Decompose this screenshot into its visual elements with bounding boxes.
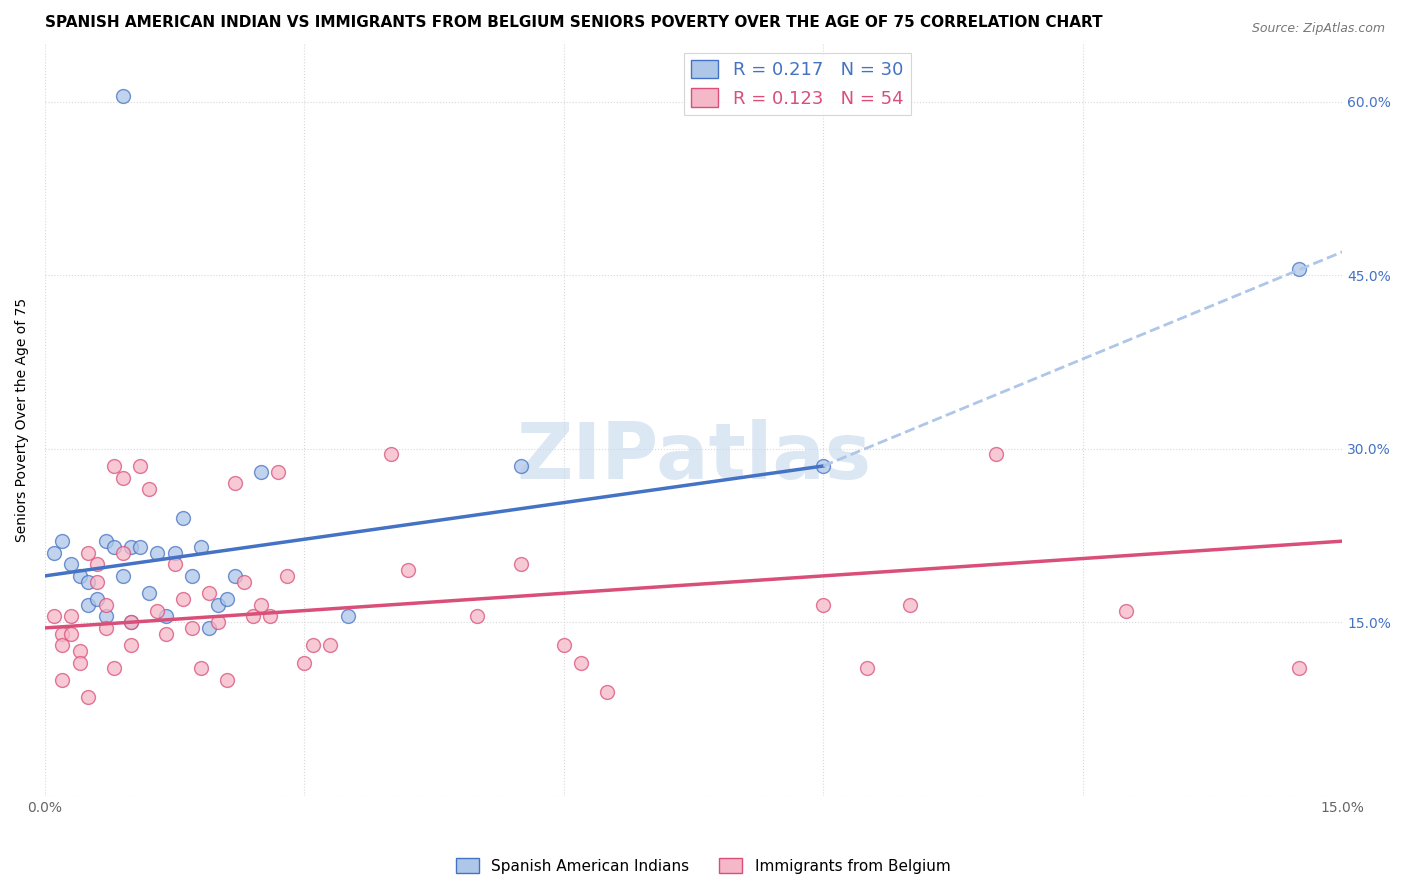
Point [69,656,91,670]
Point [336,609,359,624]
Point [172,511,194,525]
Point [1288,661,1310,675]
Point [163,558,186,572]
Point [138,482,160,496]
Point [276,569,298,583]
Point [467,609,489,624]
Text: ZIPatlas: ZIPatlas [516,419,872,495]
Point [190,661,212,675]
Point [198,586,221,600]
Point [250,465,273,479]
Y-axis label: Seniors Poverty Over the Age of 75: Seniors Poverty Over the Age of 75 [15,298,30,541]
Point [94,621,117,635]
Point [51,626,73,640]
Point [163,546,186,560]
Point [77,546,100,560]
Point [172,592,194,607]
Point [259,609,281,624]
Point [120,615,142,629]
Point [302,638,325,652]
Point [120,540,142,554]
Point [181,621,204,635]
Point [224,569,246,583]
Point [103,540,125,554]
Point [51,638,73,652]
Point [509,458,531,473]
Point [77,598,100,612]
Point [103,458,125,473]
Point [42,609,65,624]
Point [77,574,100,589]
Point [138,586,160,600]
Point [120,615,142,629]
Point [242,609,264,624]
Point [59,558,82,572]
Point [59,626,82,640]
Point [553,638,575,652]
Point [207,615,229,629]
Point [898,598,921,612]
Legend: R = 0.217   N = 30, R = 0.123   N = 54: R = 0.217 N = 30, R = 0.123 N = 54 [685,53,911,115]
Point [155,626,177,640]
Point [855,661,877,675]
Point [267,465,290,479]
Point [86,558,108,572]
Point [146,604,169,618]
Text: SPANISH AMERICAN INDIAN VS IMMIGRANTS FROM BELGIUM SENIORS POVERTY OVER THE AGE : SPANISH AMERICAN INDIAN VS IMMIGRANTS FR… [45,15,1102,30]
Point [198,621,221,635]
Point [111,88,134,103]
Point [569,656,592,670]
Point [111,470,134,484]
Point [69,569,91,583]
Point [129,458,152,473]
Text: Source: ZipAtlas.com: Source: ZipAtlas.com [1251,22,1385,36]
Point [129,540,152,554]
Point [51,673,73,687]
Point [69,644,91,658]
Point [111,546,134,560]
Point [111,569,134,583]
Point [51,534,73,549]
Point [94,598,117,612]
Point [294,656,316,670]
Point [190,540,212,554]
Point [1288,262,1310,277]
Point [59,609,82,624]
Point [103,661,125,675]
Point [986,447,1008,461]
Point [232,574,254,589]
Point [94,609,117,624]
Point [120,638,142,652]
Point [380,447,402,461]
Point [813,458,835,473]
Point [146,546,169,560]
Point [207,598,229,612]
Point [94,534,117,549]
Point [86,592,108,607]
Point [155,609,177,624]
Legend: Spanish American Indians, Immigrants from Belgium: Spanish American Indians, Immigrants fro… [450,852,956,880]
Point [509,558,531,572]
Point [319,638,342,652]
Point [813,598,835,612]
Point [77,690,100,705]
Point [396,563,419,577]
Point [42,546,65,560]
Point [86,574,108,589]
Point [596,684,619,698]
Point [181,569,204,583]
Point [1115,604,1137,618]
Point [215,592,238,607]
Point [250,598,273,612]
Point [215,673,238,687]
Point [224,476,246,491]
